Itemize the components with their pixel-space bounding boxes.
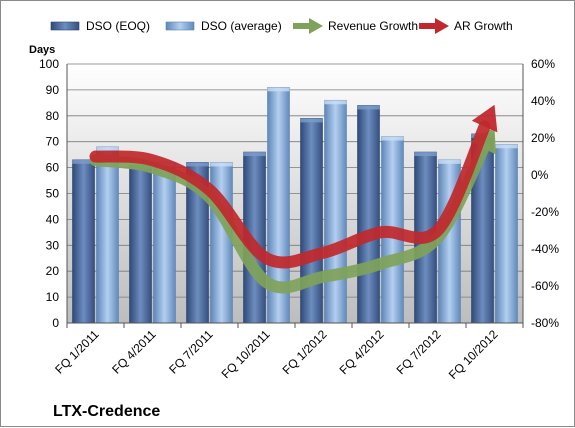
y2-tick-label: -80% (531, 316, 559, 330)
bar-cap (243, 152, 266, 157)
bar-cap (324, 100, 347, 105)
y2-tick-label: -60% (531, 279, 559, 293)
x-tick-label: FQ 10/2012 (446, 327, 501, 382)
y2-tick-label: -40% (531, 242, 559, 256)
legend-swatch-dso-average- (165, 21, 195, 31)
y2-tick-label: 40% (531, 94, 555, 108)
bar-dso-average (96, 146, 119, 324)
arrowhead-ar-growth (471, 104, 498, 133)
legend-label-ar-growth: AR Growth (454, 19, 513, 33)
legend-arrow-ar-growth (435, 18, 449, 34)
y-tick-label: 40 (46, 212, 60, 226)
bar-cap (267, 87, 290, 92)
y-tick-label: 90 (46, 83, 60, 97)
bar-cap (381, 136, 404, 141)
legend-swatch-dso-eoq- (50, 21, 80, 31)
y-tick-label: 20 (46, 264, 60, 278)
y-tick-label: 60 (46, 161, 60, 175)
bar-dso-average (324, 99, 347, 324)
bar-dso-eoq (357, 105, 380, 324)
bars (72, 87, 518, 324)
y-tick-label: 30 (46, 238, 60, 252)
y2-tick-label: 0% (531, 168, 549, 182)
bar-dso-eoq (300, 118, 323, 324)
x-tick-label: FQ 7/2011 (166, 327, 216, 377)
legend: DSO (EOQ) DSO (average) Revenue Growth AR G… (50, 18, 513, 34)
bar-dso-average (153, 162, 176, 324)
bar-dso-average (495, 143, 518, 324)
legend-label-dso-eoq-: DSO (EOQ) (86, 19, 150, 33)
x-tick-label: FQ 1/2011 (52, 327, 102, 377)
bar-cap (210, 162, 233, 167)
y2-tick-label: -20% (531, 205, 559, 219)
bar-cap (300, 118, 323, 123)
bar-dso-eoq (72, 159, 95, 324)
bar-cap (414, 152, 437, 157)
bar-cap (357, 105, 380, 110)
bar-cap (96, 146, 119, 151)
chart-title: LTX-Credence (53, 403, 160, 420)
line-ar-growth (89, 120, 491, 269)
y-tick-label: 0 (52, 316, 59, 330)
bar-cap (495, 144, 518, 149)
bar-cap (72, 159, 95, 164)
y-tick-label: 10 (46, 290, 60, 304)
bar-cap (438, 159, 461, 164)
x-tick-label: FQ 7/2012 (394, 327, 444, 377)
bar-cap (186, 162, 209, 167)
x-tick-label: FQ 4/2011 (109, 327, 159, 377)
legend-label-dso-average-: DSO (average) (201, 19, 282, 33)
y-tick-label: 80 (46, 109, 60, 123)
y-tick-label: 70 (46, 135, 60, 149)
x-tick-label: FQ 10/2011 (219, 327, 273, 381)
legend-arrow-revenue-growth (309, 18, 323, 34)
y-axis-title: Days (29, 44, 55, 56)
x-tick-label: FQ 4/2012 (337, 327, 387, 377)
y2-tick-label: 20% (531, 131, 555, 145)
y-tick-label: 100 (39, 57, 59, 71)
bar-dso-eoq (129, 164, 152, 324)
y2-tick-label: 60% (531, 57, 555, 71)
x-tick-label: FQ 1/2012 (280, 327, 330, 377)
y-tick-label: 50 (46, 187, 60, 201)
legend-label-revenue-growth: Revenue Growth (328, 19, 418, 33)
growth-lines (89, 104, 498, 294)
